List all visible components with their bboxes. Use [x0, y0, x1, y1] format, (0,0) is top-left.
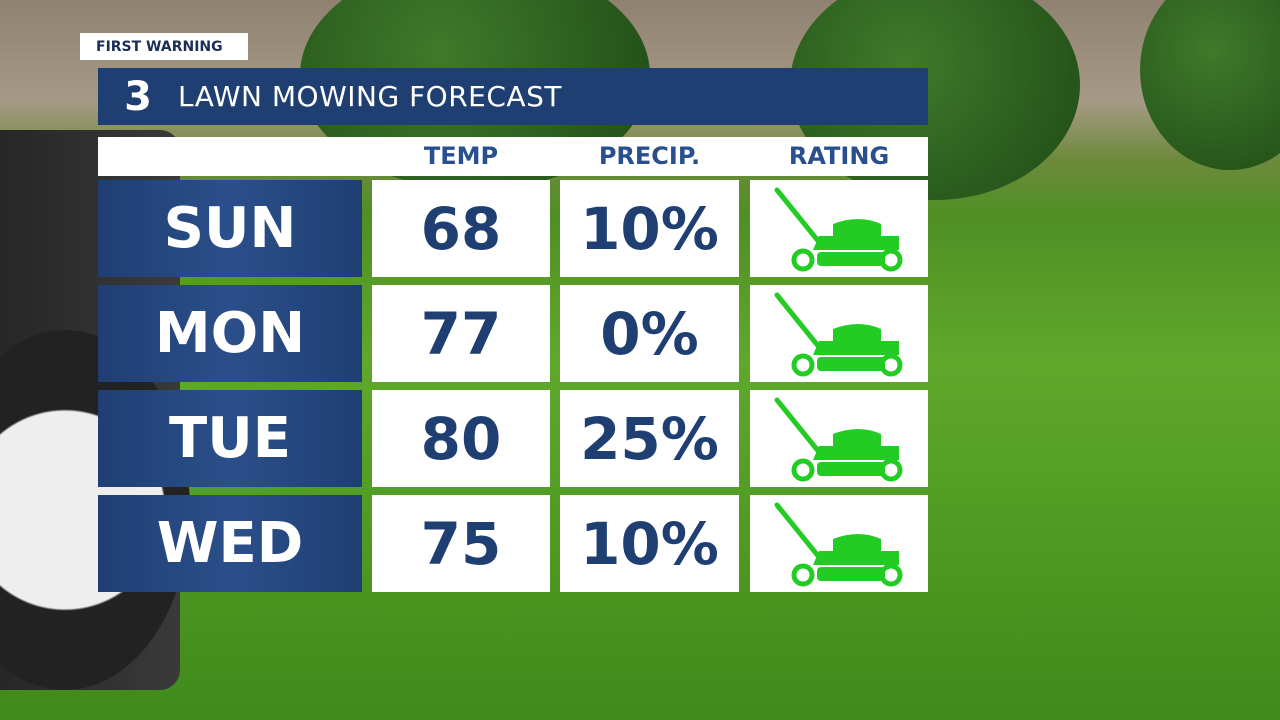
day-cell: SUN — [98, 180, 362, 277]
mower-icon — [774, 397, 903, 481]
badge: FIRST WARNING — [80, 33, 248, 60]
rating-cell — [750, 180, 928, 277]
mower-icon — [774, 187, 903, 271]
title-bar: 3 LAWN MOWING FORECAST — [98, 68, 928, 125]
column-header: RATING — [788, 142, 890, 170]
temp-cell: 75 — [372, 495, 550, 592]
rating-cell — [750, 285, 928, 382]
mower-icon — [774, 502, 903, 586]
column-header: PRECIP. — [598, 142, 701, 170]
precip-cell: 25% — [560, 390, 739, 487]
day-cell: WED — [98, 495, 362, 592]
day-cell: TUE — [98, 390, 362, 487]
bush — [1140, 0, 1280, 170]
rating-cell — [750, 390, 928, 487]
precip-cell: 10% — [560, 495, 739, 592]
precip-cell: 0% — [560, 285, 739, 382]
day-cell: MON — [98, 285, 362, 382]
column-header: TEMP — [423, 142, 499, 170]
title: LAWN MOWING FORECAST — [178, 80, 562, 113]
logo: 3 — [124, 73, 152, 120]
rating-cell — [750, 495, 928, 592]
precip-cell: 10% — [560, 180, 739, 277]
header-row: TEMP PRECIP. RATING — [98, 137, 928, 176]
temp-cell: 68 — [372, 180, 550, 277]
mower-icon — [774, 292, 903, 376]
temp-cell: 80 — [372, 390, 550, 487]
temp-cell: 77 — [372, 285, 550, 382]
